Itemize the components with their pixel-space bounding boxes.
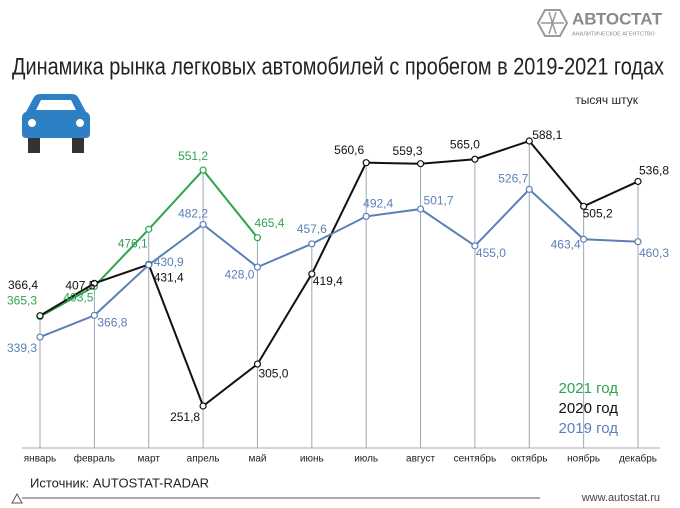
point [362,159,370,167]
data-label: 560,6 [334,143,364,157]
x-tick-label: октябрь [511,453,548,465]
x-tick-label: апрель [187,454,220,465]
point [471,242,479,250]
car-window [36,100,76,110]
point [416,205,425,213]
point [471,155,479,163]
data-label: 407,5 [65,278,95,292]
data-label: 559,3 [393,144,423,158]
point [253,234,262,242]
point [199,402,207,410]
brand: АВТОСТАТ [572,9,663,28]
point [634,177,642,186]
x-tick-label: февраль [74,453,115,465]
data-label: 431,4 [154,271,184,285]
point [145,225,153,233]
data-label: 251,8 [170,410,200,424]
point [90,279,98,287]
point [253,360,262,368]
logo-icon-lines [541,11,564,35]
x-tick-label: август [406,454,435,465]
point [36,312,44,320]
point [36,333,44,341]
series-line [39,139,639,408]
data-label: 588,1 [532,128,562,142]
point [308,270,316,278]
x-tick-label: сентябрь [454,453,497,465]
x-tick-label: май [248,454,266,465]
point [634,238,642,246]
data-label: 366,8 [97,316,127,330]
data-label: 305,0 [258,366,288,380]
data-label: 551,2 [178,149,208,163]
data-label: 457,6 [297,222,327,236]
x-tick-label: июнь [300,454,324,465]
point [525,185,533,193]
data-label: 339,3 [7,341,37,355]
point [90,311,98,319]
data-label: 501,7 [424,193,454,207]
legend-entry: 2019 год [559,420,619,437]
data-label: 428,0 [224,267,254,281]
series-line [39,187,639,338]
point [362,212,370,221]
chart-title: Динамика рынка легковых автомобилей с пр… [12,53,664,80]
units: тысяч штук [575,93,638,107]
source: Источник: AUTOSTAT-RADAR [30,475,209,490]
point [199,166,207,174]
legend-entry: 2020 год [559,400,619,417]
brand-subtitle: АНАЛИТИЧЕСКОЕ АГЕНТСТВО [572,31,656,37]
point [308,240,316,248]
point [580,235,588,243]
data-label: 365,3 [7,294,37,308]
x-tick-label: декабрь [619,453,657,465]
data-label: 366,4 [8,278,38,292]
car-wheel [28,138,40,153]
point [145,261,153,269]
data-label: 430,9 [154,255,184,269]
data-label: 505,2 [583,206,613,220]
x-tick-label: июль [354,454,378,465]
x-tick-label: январь [24,454,56,465]
data-label: 460,3 [639,246,669,260]
data-label: 465,4 [254,216,284,230]
logo: АВТОСТАТ АНАЛИТИЧЕСКОЕ АГЕНТСТВО [536,9,663,37]
car-icon [22,94,90,153]
car-light [76,119,84,127]
x-tick-label: ноябрь [567,453,600,465]
point [253,263,262,271]
website: www.autostat.ru [581,492,660,504]
x-tick-label: март [138,454,161,465]
point [580,202,588,210]
data-label: 536,8 [639,164,669,178]
point [199,220,207,229]
legend-entry: 2021 год [559,380,619,397]
data-label: 403,5 [63,291,93,305]
logo-icon [536,9,569,37]
data-label: 419,4 [313,274,343,288]
data-label: 526,7 [498,172,528,186]
point [416,160,425,168]
data-label: 463,4 [551,237,581,251]
data-label: 492,4 [363,197,393,211]
data-label: 482,2 [178,207,208,221]
car-wheel [72,138,84,153]
data-label: 565,0 [450,137,480,151]
car-light [28,119,36,127]
footer-icon [11,492,23,504]
data-label: 455,0 [476,246,506,260]
point [525,137,533,145]
data-label: 476,1 [118,236,148,250]
